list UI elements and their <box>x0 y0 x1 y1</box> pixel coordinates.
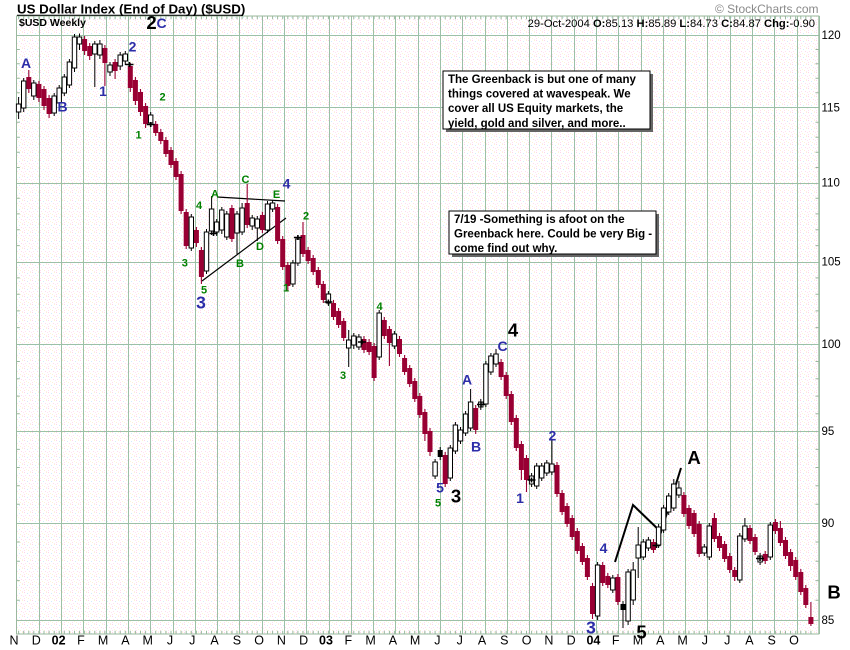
svg-text:J: J <box>189 634 195 648</box>
svg-text:$USD Weekly: $USD Weekly <box>19 17 86 29</box>
svg-text:3: 3 <box>182 258 188 270</box>
svg-text:A: A <box>389 634 398 648</box>
svg-text:O: O <box>789 634 799 648</box>
svg-text:02: 02 <box>52 634 66 648</box>
svg-text:yield, gold and silver, and mo: yield, gold and silver, and more.. <box>448 118 626 130</box>
svg-text:85: 85 <box>822 615 835 627</box>
svg-text:3: 3 <box>451 486 461 507</box>
svg-text:03: 03 <box>319 634 333 648</box>
svg-text:M: M <box>142 634 152 648</box>
svg-text:J: J <box>434 634 440 648</box>
svg-text:Greenback here. Could be very: Greenback here. Could be very Big - <box>454 229 652 241</box>
svg-text:B: B <box>827 582 840 603</box>
svg-text:A: A <box>210 634 219 648</box>
svg-text:F: F <box>344 634 352 648</box>
svg-text:J: J <box>702 634 708 648</box>
svg-text:105: 105 <box>822 257 841 269</box>
svg-text:C: C <box>242 174 250 186</box>
svg-text:M: M <box>410 634 420 648</box>
svg-text:2: 2 <box>129 38 137 54</box>
svg-text:D: D <box>256 241 264 253</box>
svg-text:F: F <box>77 634 85 648</box>
svg-text:5: 5 <box>636 622 646 643</box>
svg-text:J: J <box>724 634 730 648</box>
svg-text:29-Oct-2004 O:85.13 H:85.89 L:: 29-Oct-2004 O:85.13 H:85.89 L:84.73 C:84… <box>528 18 815 30</box>
svg-text:E: E <box>273 189 280 201</box>
svg-text:things covered at wavespeak. W: things covered at wavespeak. We <box>448 89 631 101</box>
svg-text:M: M <box>98 634 108 648</box>
svg-text:© StockCharts.com: © StockCharts.com <box>715 2 819 16</box>
svg-text:M: M <box>365 634 375 648</box>
svg-text:2: 2 <box>159 92 165 104</box>
svg-text:4: 4 <box>508 320 519 341</box>
svg-text:90: 90 <box>822 518 835 530</box>
svg-text:A: A <box>687 447 700 468</box>
svg-text:A: A <box>21 55 31 71</box>
svg-text:S: S <box>500 634 508 648</box>
svg-text:4: 4 <box>283 175 291 191</box>
svg-text:The Greenback is but one of ma: The Greenback is but one of many <box>448 74 636 86</box>
svg-text:120: 120 <box>822 30 841 42</box>
svg-text:A: A <box>462 371 472 387</box>
svg-text:2: 2 <box>549 427 557 443</box>
svg-text:1: 1 <box>135 130 141 142</box>
svg-text:D: D <box>299 634 308 648</box>
svg-text:A: A <box>656 634 665 648</box>
svg-text:O: O <box>522 634 532 648</box>
svg-text:2: 2 <box>303 211 309 223</box>
svg-text:S: S <box>233 634 241 648</box>
svg-text:95: 95 <box>822 426 835 438</box>
svg-text:7/19 -Something is afoot on th: 7/19 -Something is afoot on the <box>454 214 625 226</box>
svg-text:D: D <box>32 634 41 648</box>
svg-text:come find out why.: come find out why. <box>454 243 557 255</box>
svg-text:M: M <box>633 634 643 648</box>
svg-text:3: 3 <box>340 370 346 382</box>
svg-text:F: F <box>612 634 620 648</box>
svg-text:5: 5 <box>436 479 444 495</box>
svg-text:4: 4 <box>376 301 383 313</box>
svg-text:A: A <box>478 634 487 648</box>
svg-text:B: B <box>57 98 67 114</box>
svg-text:J: J <box>167 634 173 648</box>
svg-text:C: C <box>156 15 166 31</box>
svg-text:2: 2 <box>146 12 156 33</box>
svg-text:N: N <box>277 634 286 648</box>
svg-text:115: 115 <box>822 102 840 114</box>
svg-text:cover all US Equity markets, t: cover all US Equity markets, the <box>448 103 623 115</box>
svg-text:110: 110 <box>822 178 840 190</box>
svg-text:3: 3 <box>586 618 596 638</box>
svg-text:A: A <box>121 634 130 648</box>
svg-text:04: 04 <box>586 634 600 648</box>
svg-text:M: M <box>677 634 687 648</box>
svg-text:4: 4 <box>196 200 203 212</box>
svg-text:S: S <box>768 634 776 648</box>
svg-text:1: 1 <box>283 283 289 295</box>
svg-text:3: 3 <box>196 293 206 313</box>
svg-text:C: C <box>497 338 507 354</box>
svg-text:US Dollar Index (End of Day) (: US Dollar Index (End of Day) ($USD) <box>17 2 245 17</box>
svg-text:100: 100 <box>822 339 841 351</box>
svg-text:1: 1 <box>516 490 524 506</box>
svg-text:A: A <box>745 634 754 648</box>
svg-text:B: B <box>236 258 244 270</box>
svg-text:N: N <box>544 634 553 648</box>
svg-text:J: J <box>457 634 463 648</box>
svg-text:4: 4 <box>600 540 608 556</box>
svg-text:5: 5 <box>201 285 207 297</box>
svg-text:N: N <box>9 634 18 648</box>
svg-text:A: A <box>211 189 219 201</box>
svg-text:D: D <box>567 634 576 648</box>
svg-text:B: B <box>471 438 481 454</box>
svg-text:O: O <box>254 634 264 648</box>
svg-text:5: 5 <box>435 498 441 510</box>
svg-text:1: 1 <box>99 83 107 99</box>
